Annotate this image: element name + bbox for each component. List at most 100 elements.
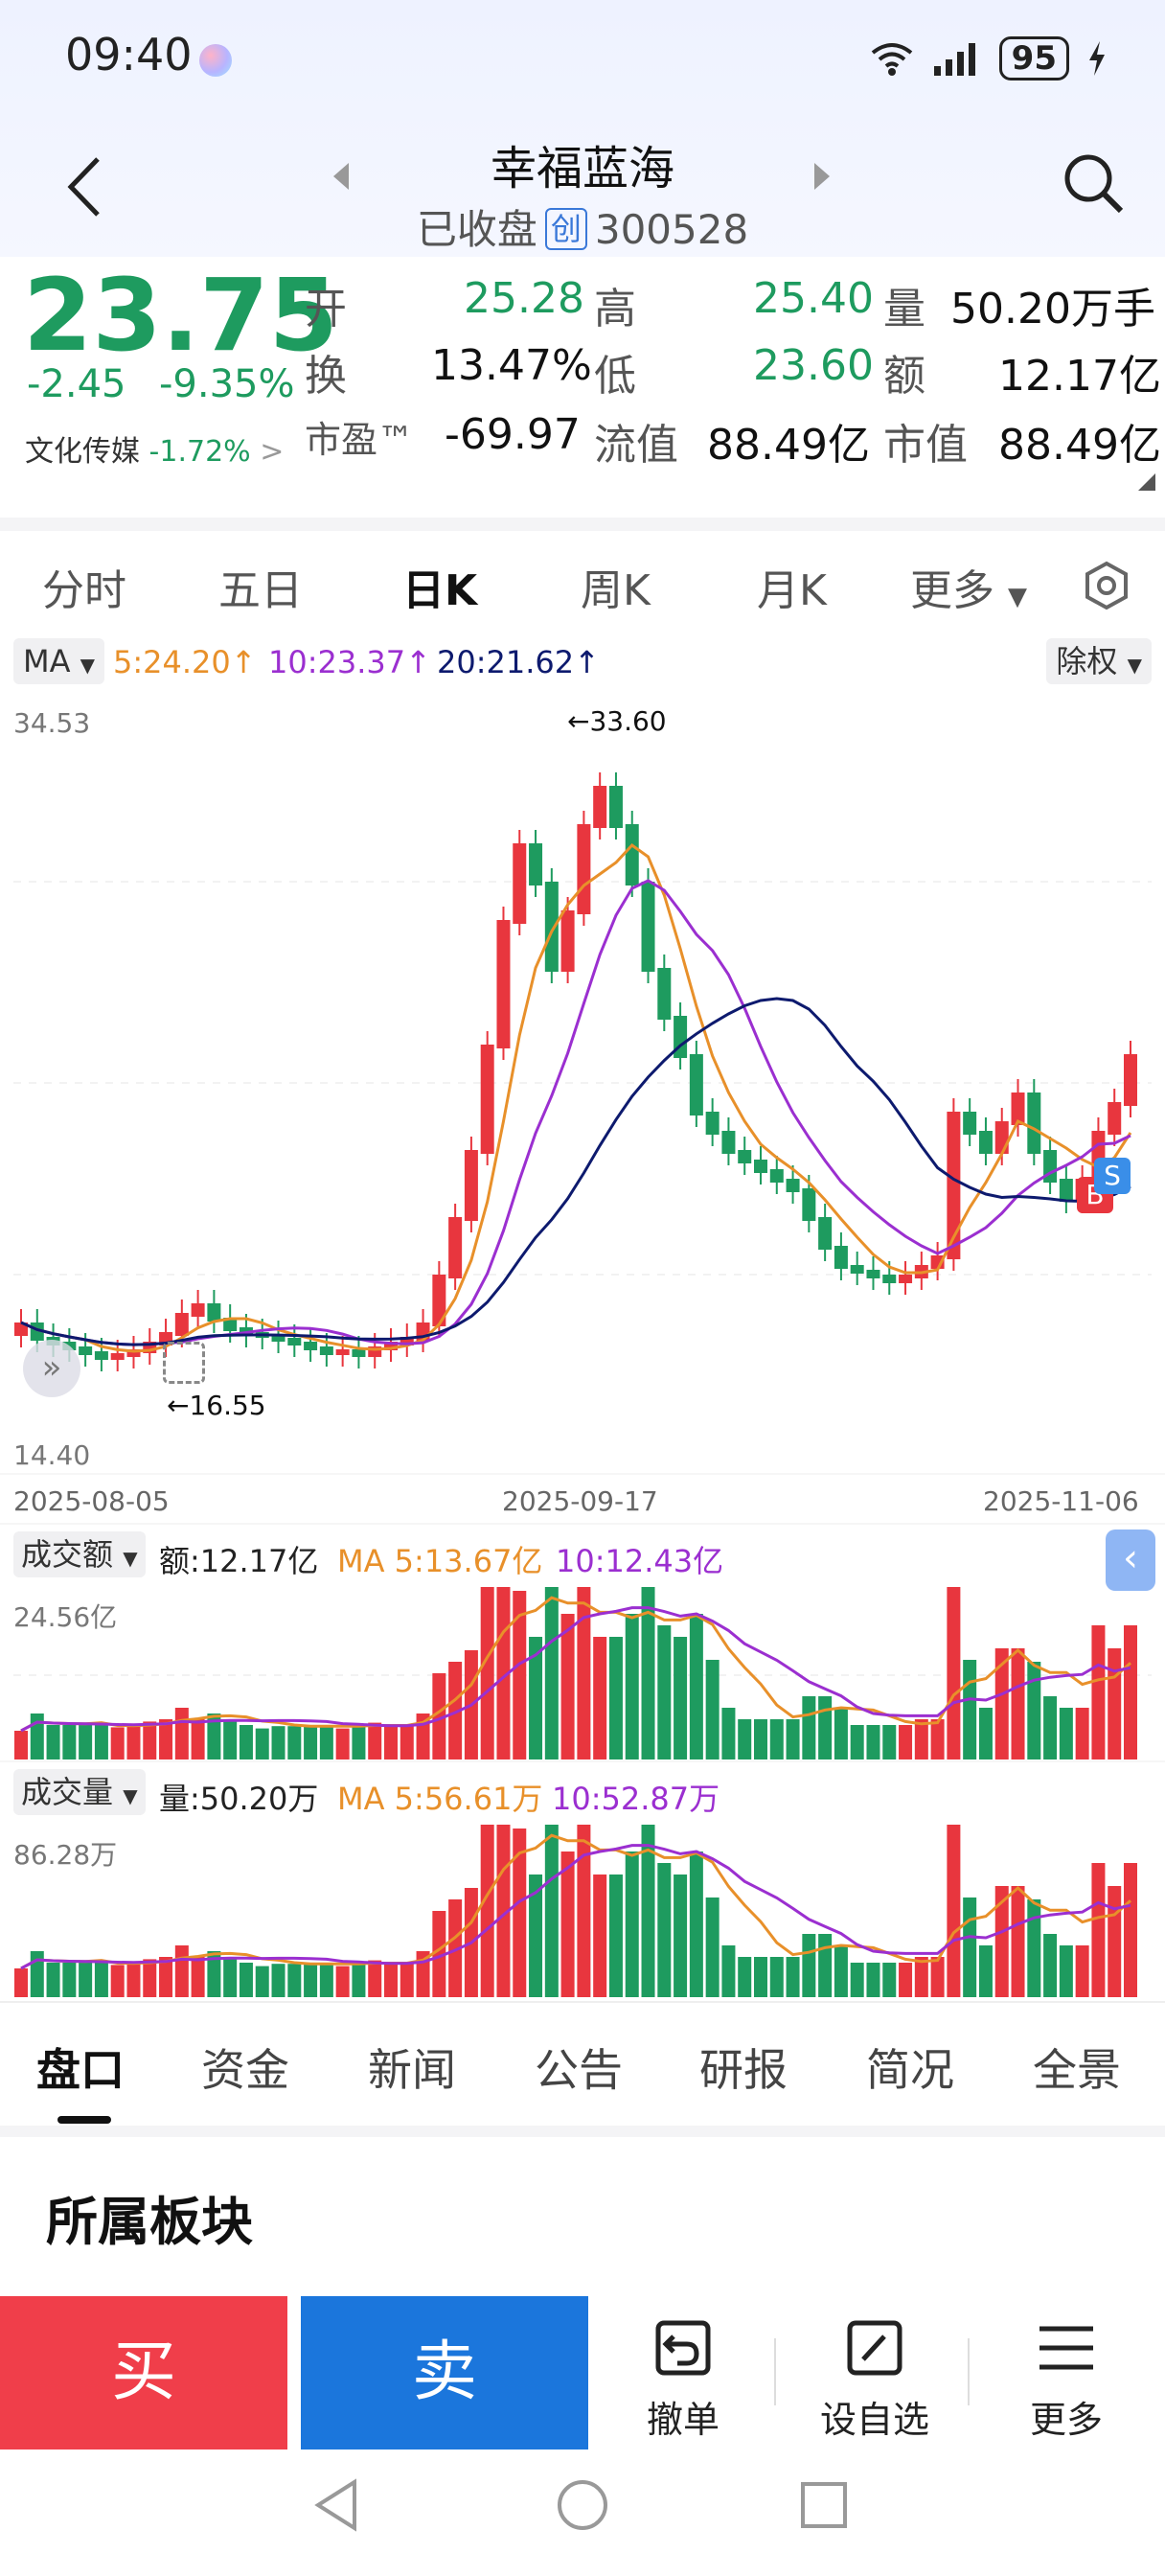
candle-body [625,824,639,886]
candle-body [79,1346,93,1355]
tab-research[interactable]: 研报 [699,2044,788,2096]
amount-label: 额 [883,352,925,401]
volume-bar [1075,1945,1089,1997]
sector-link[interactable]: 文化传媒 -1.72% > [25,427,284,470]
volume-ma10-legend: 10:52.87万 [552,1781,720,1817]
search-icon[interactable] [1060,150,1129,218]
prev-stock-arrow-icon[interactable] [330,161,353,192]
tab-more[interactable]: 更多 ▼ [910,556,1027,617]
quote-panel [0,257,1165,506]
tab-funds[interactable]: 资金 [201,2044,289,2096]
candle-body [368,1346,382,1357]
board-tag: 创 [544,208,587,250]
amount-bar [930,1719,945,1760]
nav-home-icon[interactable] [556,2478,609,2532]
amount-bar [1059,1708,1073,1760]
candle-body [834,1246,848,1269]
candle-body [1027,1092,1041,1154]
next-stock-arrow-icon[interactable] [811,161,834,192]
sell-button[interactable]: 卖 [301,2296,588,2450]
adjust-selector[interactable]: 除权 ▼ [1046,638,1152,684]
float-cap-value: 88.49亿 [707,421,870,470]
volume-bar [608,1874,623,1997]
status-time: 09:40 [65,29,193,80]
candle-body [560,910,575,972]
amount-selector-label: 成交额 [21,1536,114,1573]
low-price-marker: ←16.55 [167,1390,266,1421]
pe-value: -69.97 [445,410,581,459]
stock-name: 幸福蓝海 [490,142,674,196]
sector-name: 文化传媒 [25,435,140,469]
set-watchlist-label: 设自选 [819,2399,929,2441]
nav-back-icon[interactable] [312,2478,360,2532]
settings-hexagon-icon[interactable] [1081,560,1132,611]
back-arrow-icon[interactable] [61,153,107,220]
tab-intraday[interactable]: 分时 [42,566,126,615]
date-end: 2025-11-06 [983,1485,1139,1517]
candle-body [319,1346,333,1355]
tab-daily-k[interactable]: 日K [402,566,478,615]
amount-bar [1075,1708,1089,1760]
amount-bar [544,1587,559,1760]
amount-bar [480,1587,494,1760]
amount-bar [657,1625,672,1760]
market-cap-value: 88.49亿 [998,421,1161,470]
date-start: 2025-08-05 [13,1485,170,1517]
ma20-legend: 20:21.62↑ [437,644,600,680]
volume-bar [769,1957,784,1997]
sell-signal-icon[interactable]: S [1094,1158,1131,1194]
set-watchlist-button[interactable]: 设自选 [803,2313,947,2443]
amount-bar [1043,1696,1058,1760]
expand-corner-icon[interactable] [1138,473,1155,491]
amount-bar [448,1662,463,1760]
candle-body [769,1169,784,1183]
volume-bar [174,1945,189,1997]
amount-bar [1011,1648,1025,1760]
more-actions-button[interactable]: 更多 [994,2313,1138,2443]
active-detail-tab-indicator [57,2116,111,2124]
caret-down-icon: ▼ [123,1784,138,1807]
expand-left-button[interactable]: » [23,1340,80,1397]
amount-bar [689,1614,703,1760]
tab-order-book[interactable]: 盘口 [36,2044,125,2096]
amount-selector[interactable]: 成交额 ▼ [13,1531,146,1577]
tab-overview[interactable]: 全景 [1033,2044,1121,2096]
candle-body [191,1303,205,1317]
tab-profile[interactable]: 简况 [866,2044,954,2096]
fullscreen-icon[interactable] [163,1342,205,1384]
amount-bar [271,1726,286,1760]
volume-bar [899,1963,913,1997]
amount-bar [1027,1662,1041,1760]
cancel-order-button[interactable]: 撤单 [611,2313,755,2443]
turnover-label: 换 [305,352,347,401]
amount-value-legend: 额:12.17亿 [159,1543,319,1579]
market-cap-label: 市值 [883,421,968,470]
volume-bar [674,1874,688,1997]
volume-selector[interactable]: 成交量 ▼ [13,1769,146,1815]
side-panel-toggle[interactable]: ‹ [1106,1530,1155,1591]
amount-ma10-legend: 10:12.43亿 [556,1543,724,1579]
tab-announcements[interactable]: 公告 [535,2044,623,2096]
amount-bar [110,1727,125,1760]
tab-five-day[interactable]: 五日 [218,566,303,615]
amount-bar [223,1719,238,1760]
candle-body [1043,1150,1058,1183]
tab-news[interactable]: 新闻 [368,2044,456,2096]
candle-body [802,1188,816,1221]
section-title: 所属板块 [46,2192,253,2252]
amount-bar [255,1728,269,1760]
amount-bar [14,1731,28,1760]
amount-y-max: 24.56亿 [13,1601,118,1633]
caret-down-icon: ▼ [1008,583,1027,611]
amount-bar [593,1637,607,1760]
tab-weekly-k[interactable]: 周K [581,566,651,615]
tab-monthly-k[interactable]: 月K [757,566,827,615]
amount-bar [79,1725,93,1760]
ma-selector[interactable]: MA ▼ [13,638,105,684]
amount-bar [1124,1625,1137,1760]
kline-chart[interactable] [0,0,1165,2001]
buy-button[interactable]: 买 [0,2296,287,2450]
nav-recents-icon[interactable] [799,2480,849,2530]
ma10-legend: 10:23.37↑ [268,644,431,680]
candle-body [94,1351,108,1360]
